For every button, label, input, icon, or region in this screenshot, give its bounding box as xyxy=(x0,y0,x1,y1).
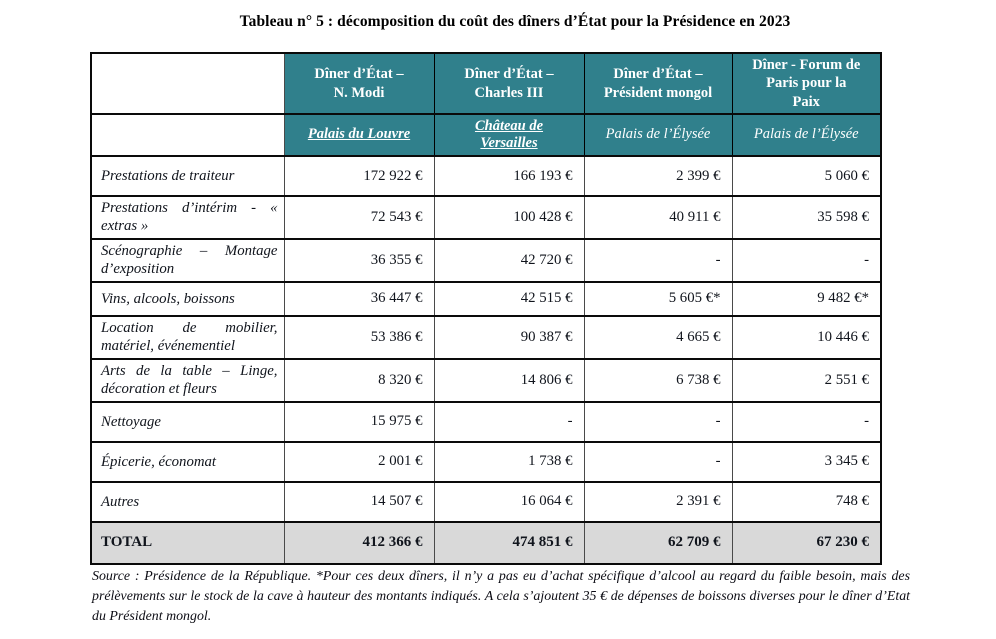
column-header-event: Dîner d’État – Charles III xyxy=(433,52,585,115)
column-header-event: Dîner d’État – Président mongol xyxy=(583,52,733,115)
table-body: Prestations de traiteur 172 922 €166 193 … xyxy=(90,155,882,523)
row-label: Vins, alcools, boissons xyxy=(90,280,285,317)
value-cell: 72 543 € xyxy=(283,195,435,240)
total-value-cell: 67 230 € xyxy=(731,520,882,565)
column-header-event: Dîner - Forum de Paris pour la Paix xyxy=(731,52,882,115)
value-cell: 36 355 € xyxy=(283,237,435,283)
column-header-venue: Palais de l’Élysée xyxy=(731,113,882,157)
row-label: Épicerie, économat xyxy=(90,440,285,483)
page-title: Tableau n° 5 : décomposition du coût des… xyxy=(239,13,791,30)
row-label: Prestations de traiteur xyxy=(90,155,285,197)
value-cell: 9 482 €* xyxy=(731,280,882,317)
value-cell: 2 551 € xyxy=(731,357,882,403)
table-row: Épicerie, économat 2 001 €1 738 € -3 345 € xyxy=(90,440,882,483)
value-cell: 14 806 € xyxy=(433,357,585,403)
value-cell: 36 447 € xyxy=(283,280,435,317)
value-cell: - xyxy=(731,237,882,283)
value-cell: 100 428 € xyxy=(433,195,585,240)
row-label: Scénographie – Montage d’exposition xyxy=(90,237,285,283)
source-footnote: Source : Présidence de la République. *P… xyxy=(92,569,910,625)
value-cell: 15 975 € xyxy=(283,400,435,443)
table-row: Nettoyage 15 975 € - - - xyxy=(90,400,882,443)
value-cell: 5 605 €* xyxy=(583,280,733,317)
value-cell: - xyxy=(583,237,733,283)
value-cell: 42 515 € xyxy=(433,280,585,317)
total-value-cell: 62 709 € xyxy=(583,520,733,565)
row-label: Prestations d’intérim - « extras » xyxy=(90,195,285,240)
value-cell: 2 399 € xyxy=(583,155,733,197)
value-cell: 42 720 € xyxy=(433,237,585,283)
value-cell: 90 387 € xyxy=(433,314,585,360)
value-cell: 14 507 € xyxy=(283,480,435,523)
value-cell: - xyxy=(433,400,585,443)
value-cell: 40 911 € xyxy=(583,195,733,240)
value-cell: 2 001 € xyxy=(283,440,435,483)
table-header: Dîner d’État – N. Modi Dîner d’État – Cha… xyxy=(90,52,882,157)
table-row: Autres 14 507 €16 064 €2 391 €748 € xyxy=(90,480,882,523)
table-footer: TOTAL 412 366 €474 851 €62 709 €67 230 € xyxy=(90,520,882,565)
value-cell: 5 060 € xyxy=(731,155,882,197)
empty-header-cell xyxy=(90,52,285,115)
value-cell: 10 446 € xyxy=(731,314,882,360)
value-cell: 8 320 € xyxy=(283,357,435,403)
row-label: Arts de la table – Linge, décoration et … xyxy=(90,357,285,403)
table-row: Scénographie – Montage d’exposition 36 35… xyxy=(90,237,882,283)
total-value-cell: 412 366 € xyxy=(283,520,435,565)
value-cell: 4 665 € xyxy=(583,314,733,360)
row-label: Autres xyxy=(90,480,285,523)
value-cell: 3 345 € xyxy=(731,440,882,483)
table-row: Vins, alcools, boissons 36 447 €42 515 €5… xyxy=(90,280,882,317)
total-label: TOTAL xyxy=(90,520,285,565)
value-cell: 748 € xyxy=(731,480,882,523)
table-row: Location de mobilier, matériel, événemen… xyxy=(90,314,882,360)
total-value-cell: 474 851 € xyxy=(433,520,585,565)
value-cell: 166 193 € xyxy=(433,155,585,197)
value-cell: 2 391 € xyxy=(583,480,733,523)
header-row-events: Dîner d’État – N. Modi Dîner d’État – Cha… xyxy=(90,52,882,115)
value-cell: - xyxy=(731,400,882,443)
value-cell: 172 922 € xyxy=(283,155,435,197)
total-row: TOTAL 412 366 €474 851 €62 709 €67 230 € xyxy=(90,520,882,565)
value-cell: 16 064 € xyxy=(433,480,585,523)
venue-label: Château de Versailles xyxy=(474,117,544,151)
empty-header-cell xyxy=(90,113,285,157)
value-cell: - xyxy=(583,440,733,483)
header-row-venues: Palais du Louvre Château de Versailles Pal… xyxy=(90,113,882,157)
table-row: Arts de la table – Linge, décoration et … xyxy=(90,357,882,403)
value-cell: 1 738 € xyxy=(433,440,585,483)
column-header-venue: Château de Versailles xyxy=(433,113,585,157)
value-cell: 53 386 € xyxy=(283,314,435,360)
column-header-event: Dîner d’État – N. Modi xyxy=(283,52,435,115)
venue-label: Palais du Louvre xyxy=(307,126,411,143)
value-cell: 6 738 € xyxy=(583,357,733,403)
column-header-venue: Palais de l’Élysée xyxy=(583,113,733,157)
row-label: Location de mobilier, matériel, événemen… xyxy=(90,314,285,360)
venue-label: Palais de l’Élysée xyxy=(753,126,859,143)
column-header-venue: Palais du Louvre xyxy=(283,113,435,157)
table-row: Prestations d’intérim - « extras » 72 543… xyxy=(90,195,882,240)
row-label: Nettoyage xyxy=(90,400,285,443)
value-cell: 35 598 € xyxy=(731,195,882,240)
table-row: Prestations de traiteur 172 922 €166 193 … xyxy=(90,155,882,197)
value-cell: - xyxy=(583,400,733,443)
venue-label: Palais de l’Élysée xyxy=(605,126,711,143)
state-dinners-cost-table: Dîner d’État – N. Modi Dîner d’État – Cha… xyxy=(90,52,882,565)
